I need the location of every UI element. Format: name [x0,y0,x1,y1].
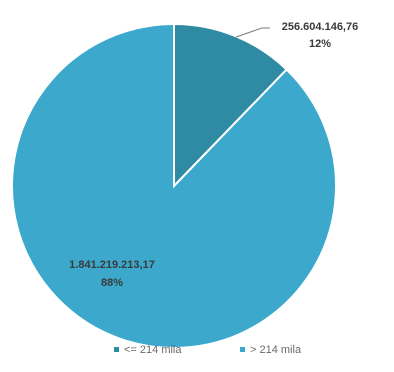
slice-value-label-1: 256.604.146,76 [282,21,358,33]
pie-slice-2 [11,22,337,349]
legend-swatch-1 [114,347,119,352]
slice-percent-label-2: 88% [101,277,123,289]
legend-label-2: > 214 mila [250,344,302,356]
legend-swatch-2 [240,347,245,352]
pie-slice-1 [173,22,289,189]
legend: <= 214 mila > 214 mila [114,344,302,356]
leader-line [235,27,270,38]
pie-slices [11,22,337,349]
slice-value-label-2: 1.841.219.213,17 [69,259,155,271]
slice-percent-label-1: 12% [309,38,331,50]
legend-label-1: <= 214 mila [124,344,182,356]
